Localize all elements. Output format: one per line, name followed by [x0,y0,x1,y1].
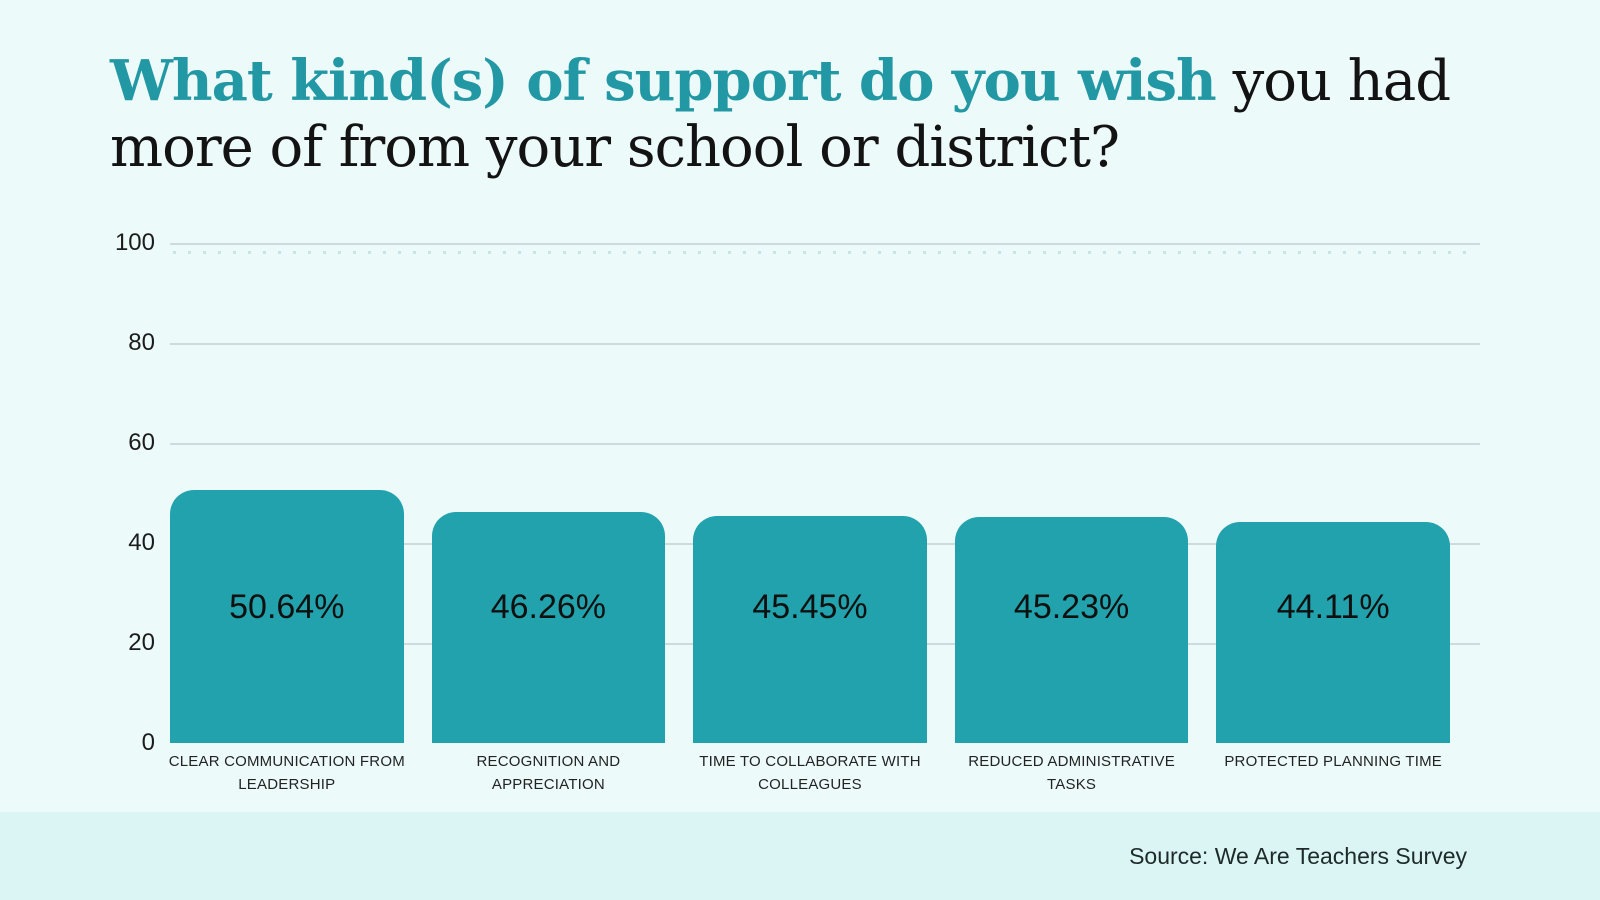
bar-value-label: 46.26% [490,588,607,626]
bars-row: 50.64% CLEAR COMMUNICATION FROM LEADERSH… [169,243,1450,793]
y-axis-tick-label: 0 [141,729,155,756]
bar-value-label: 50.64% [229,588,345,626]
chart-title-line1: What kind(s) of support do you wish you … [110,48,1550,115]
chart-title-rest: you had [1232,49,1452,114]
dotted-gridline [173,251,1473,254]
footer-band: Source: We Are Teachers Survey [0,812,1600,900]
y-axis-tick-label: 80 [128,329,155,356]
bar [431,511,666,743]
bar-value-label: 45.45% [752,588,868,626]
y-axis-tick-label: 20 [128,629,155,656]
chart-title-line2: more of from your school or district? [110,115,1120,180]
bar-group: 46.26% RECOGNITION AND APPRECIATION [431,243,666,793]
bar-group: 50.64% CLEAR COMMUNICATION FROM LEADERSH… [169,243,405,793]
bar [693,515,927,743]
chart-title: What kind(s) of support do you wish you … [110,48,1550,181]
bar-group: 44.11% PROTECTED PLANNING TIME [1216,243,1450,770]
bar-category-label: PROTECTED PLANNING TIME [1224,753,1443,770]
bar-category-label: CLEAR COMMUNICATION FROM LEADERSHIP [168,753,405,793]
y-gridline [170,343,1480,345]
y-gridline [170,443,1480,445]
bar-category-label: REDUCED ADMINISTRATIVE TASKS [968,753,1175,793]
bar [954,516,1189,743]
y-gridline [170,243,1480,245]
bar [1216,522,1450,743]
bar-group: 45.23% REDUCED ADMINISTRATIVE TASKS [954,243,1189,793]
y-axis-tick-label: 40 [128,529,155,556]
bar-value-label: 45.23% [1013,588,1130,626]
bar-group: 45.45% TIME TO COLLABORATE WITH COLLEAGU… [693,243,927,793]
bar-category-label: RECOGNITION AND APPRECIATION [476,753,621,793]
source-text: Source: We Are Teachers Survey [1129,842,1467,869]
bar-category-label: TIME TO COLLABORATE WITH COLLEAGUES [699,753,921,793]
chart-title-accent: What kind(s) of support do you wish [110,48,1217,114]
y-axis-tick-label: 60 [128,429,155,456]
chart-plot-area: 100 80 60 40 20 0 50.64% CLEAR COMMUNICATION … [0,229,1600,793]
bar [170,489,404,743]
bar-value-label: 44.11% [1276,588,1390,626]
y-axis-tick-label: 100 [114,229,155,256]
